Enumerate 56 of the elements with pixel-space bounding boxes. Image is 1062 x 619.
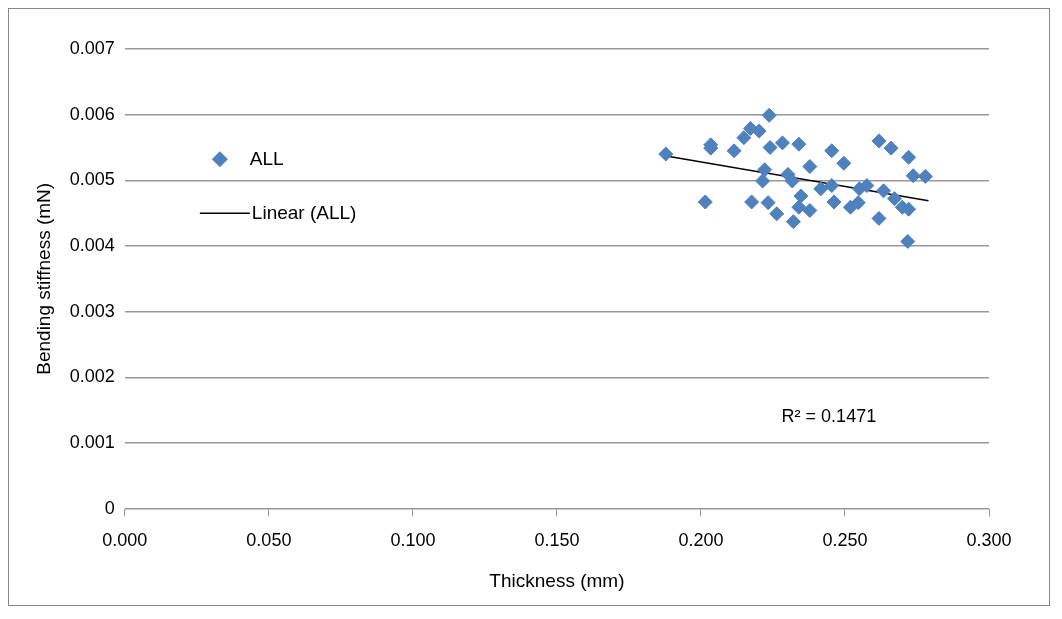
point (755, 173, 771, 189)
point (871, 133, 887, 149)
point (744, 194, 760, 210)
point (851, 181, 867, 197)
point (757, 162, 773, 178)
point (784, 173, 800, 189)
point (802, 203, 818, 219)
point (900, 233, 916, 249)
point (793, 188, 809, 204)
point (824, 143, 840, 159)
point (762, 139, 778, 155)
x-tick-label: 0.100 (390, 530, 436, 551)
y-tick-label: 0.002 (69, 366, 115, 387)
y-axis-title: Bending stiffness (mN) (32, 182, 54, 375)
point (761, 107, 777, 123)
y-tick-label: 0 (104, 497, 115, 518)
point (905, 168, 921, 184)
y-tick-label: 0.003 (69, 300, 115, 321)
point (824, 178, 840, 194)
point (736, 130, 752, 146)
point (658, 146, 674, 162)
point (836, 155, 852, 171)
y-tick-label: 0.007 (69, 37, 115, 58)
point (917, 168, 933, 184)
point (901, 149, 917, 165)
y-tick-label: 0.001 (69, 431, 115, 452)
point (871, 210, 887, 226)
point (751, 123, 767, 139)
point (774, 135, 790, 151)
y-tick-label: 0.004 (69, 234, 115, 255)
x-tick-label: 0.300 (966, 530, 1012, 551)
point (791, 136, 807, 152)
point (826, 194, 842, 210)
point (883, 140, 899, 156)
legend-label: ALL (249, 147, 284, 169)
x-tick-label: 0.000 (102, 530, 148, 551)
point (876, 183, 892, 199)
annotation: R² = 0.1471 (781, 405, 877, 426)
legend-label: Linear (ALL) (251, 201, 357, 223)
point (813, 181, 829, 197)
y-tick-label: 0.006 (69, 103, 115, 124)
y-tick-label: 0.005 (69, 169, 115, 190)
x-tick-label: 0.050 (246, 530, 292, 551)
x-axis-title: Thickness (mm) (489, 569, 625, 591)
point (785, 214, 801, 230)
x-tick-label: 0.150 (534, 530, 580, 551)
point (769, 206, 785, 222)
point (887, 191, 903, 207)
point (791, 199, 807, 215)
point (802, 159, 818, 175)
point (850, 195, 866, 211)
point (726, 143, 742, 159)
x-tick-label: 0.200 (678, 530, 724, 551)
x-tick-label: 0.250 (822, 530, 868, 551)
point (760, 195, 776, 211)
point (697, 194, 713, 210)
